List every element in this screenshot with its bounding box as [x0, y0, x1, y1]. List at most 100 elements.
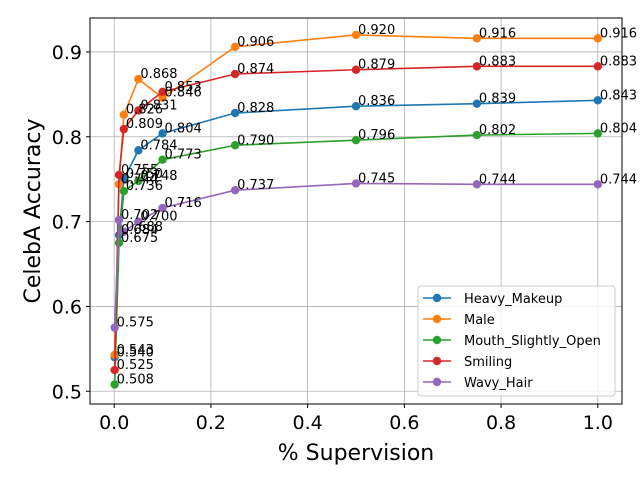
data-label-male: 0.543	[117, 343, 154, 358]
y-tick-label: 0.8	[52, 127, 82, 149]
data-point-smiling	[351, 65, 361, 74]
data-label-smiling: 0.883	[479, 54, 516, 69]
plot-frame	[89, 17, 623, 405]
x-tick-label: 0.2	[196, 412, 226, 434]
data-point-heavy-makeup	[472, 99, 482, 108]
data-point-heavy-makeup	[158, 129, 167, 138]
x-tick-label: 0.0	[99, 412, 129, 434]
legend-marker-mouth-slightly-open	[432, 335, 442, 345]
x-tick-label: 0.8	[486, 412, 516, 434]
data-point-wavy-hair	[114, 215, 124, 225]
data-label-smiling: 0.831	[140, 98, 177, 113]
legend-label-smiling: Smiling	[464, 355, 512, 370]
data-label-smiling: 0.883	[600, 54, 637, 69]
data-label-mouth-slightly-open: 0.736	[126, 179, 163, 194]
data-point-wavy-hair	[351, 179, 361, 188]
data-point-mouth-slightly-open	[134, 176, 143, 186]
data-label-smiling: 0.525	[117, 358, 154, 373]
data-point-mouth-slightly-open	[158, 155, 167, 164]
data-point-wavy-hair	[593, 180, 603, 189]
data-label-heavy-makeup: 0.540	[117, 345, 154, 360]
data-label-wavy-hair: 0.716	[165, 196, 202, 211]
data-point-heavy-makeup	[593, 96, 603, 105]
data-label-heavy-makeup: 0.836	[358, 94, 395, 109]
legend-marker-wavy-hair	[432, 377, 442, 387]
data-point-wavy-hair	[158, 203, 167, 213]
data-label-male: 0.826	[126, 103, 163, 118]
data-point-heavy-makeup	[351, 102, 361, 111]
data-label-heavy-makeup: 0.839	[479, 92, 516, 107]
data-label-male: 0.920	[358, 23, 395, 38]
data-label-male: 0.916	[479, 26, 516, 41]
data-label-mouth-slightly-open: 0.675	[121, 231, 158, 246]
data-label-wavy-hair: 0.737	[237, 178, 274, 193]
data-point-male	[158, 93, 167, 102]
legend-marker-male	[432, 314, 442, 324]
data-point-male	[472, 34, 482, 43]
data-point-smiling	[158, 87, 167, 97]
x-tick-label: 0.6	[389, 412, 419, 434]
data-point-mouth-slightly-open	[119, 186, 129, 196]
legend-marker-smiling	[432, 356, 442, 366]
data-label-wavy-hair: 0.744	[600, 172, 637, 187]
data-point-smiling	[114, 170, 124, 180]
y-axis-title: CelebA Accuracy	[21, 119, 46, 304]
y-tick-label: 0.5	[52, 381, 82, 403]
data-label-mouth-slightly-open: 0.508	[117, 372, 154, 387]
data-point-male	[593, 34, 603, 43]
data-label-wavy-hair: 0.744	[479, 172, 516, 187]
data-point-mouth-slightly-open	[593, 129, 603, 138]
data-point-smiling	[134, 106, 143, 115]
data-point-male	[230, 42, 240, 52]
data-labels: 0.540 0.684 0.750 0.784 0.804 0.828 0.836 0.839…	[117, 23, 637, 388]
y-tick-label: 0.6	[52, 296, 82, 318]
data-label-wavy-hair: 0.702	[121, 208, 158, 223]
data-point-mouth-slightly-open	[472, 130, 482, 140]
data-label-smiling: 0.874	[237, 62, 274, 77]
data-point-male	[119, 110, 129, 119]
legend-label-male: Male	[464, 313, 495, 328]
data-point-wavy-hair	[110, 323, 119, 332]
data-point-smiling	[472, 62, 482, 71]
legend-marker-heavy-makeup	[432, 293, 442, 303]
data-label-heavy-makeup: 0.684	[121, 223, 158, 238]
x-axis-title: % Supervision	[278, 441, 434, 466]
data-point-heavy-makeup	[230, 108, 240, 118]
legend-label-heavy-makeup: Heavy_Makeup	[464, 292, 562, 307]
data-point-mouth-slightly-open	[230, 141, 240, 150]
data-label-wavy-hair: 0.700	[140, 210, 177, 225]
data-label-mouth-slightly-open: 0.748	[140, 169, 177, 184]
data-label-male: 0.744	[121, 172, 158, 187]
data-label-wavy-hair: 0.575	[117, 316, 154, 331]
data-point-wavy-hair	[230, 186, 240, 195]
data-label-male: 0.868	[140, 67, 177, 82]
data-label-smiling: 0.809	[126, 117, 163, 132]
data-label-smiling: 0.879	[358, 58, 395, 73]
data-label-smiling: 0.853	[165, 80, 202, 95]
data-label-wavy-hair: 0.688	[126, 220, 163, 235]
data-label-heavy-makeup: 0.750	[126, 167, 163, 182]
data-point-mouth-slightly-open	[351, 135, 361, 145]
data-point-mouth-slightly-open	[110, 380, 119, 389]
legend: Heavy_Makeup Male Mouth_Slightly_Open Smili…	[417, 285, 616, 397]
legend-frame	[417, 285, 616, 397]
data-point-male	[134, 74, 143, 84]
legend-label-mouth-slightly-open: Mouth_Slightly_Open	[464, 334, 601, 349]
data-label-male: 0.916	[600, 26, 637, 41]
axis-ticks: 0.0 0.2 0.4 0.6 0.8 1.0 0.5 0.6 0.7 0.8 0.9	[52, 42, 613, 434]
data-label-mouth-slightly-open: 0.796	[358, 128, 395, 143]
data-label-heavy-makeup: 0.828	[237, 101, 274, 116]
data-label-heavy-makeup: 0.784	[140, 138, 177, 153]
data-label-mouth-slightly-open: 0.802	[479, 123, 516, 138]
data-label-wavy-hair: 0.745	[358, 171, 395, 186]
data-label-smiling: 0.755	[121, 163, 158, 178]
y-tick-label: 0.9	[52, 42, 82, 64]
data-point-male	[351, 30, 361, 40]
series-layer	[110, 30, 603, 389]
data-label-male: 0.906	[237, 35, 274, 50]
data-label-male: 0.846	[165, 86, 202, 101]
x-tick-label: 0.4	[293, 412, 323, 434]
data-label-heavy-makeup: 0.804	[165, 121, 202, 136]
data-label-heavy-makeup: 0.843	[600, 88, 637, 103]
